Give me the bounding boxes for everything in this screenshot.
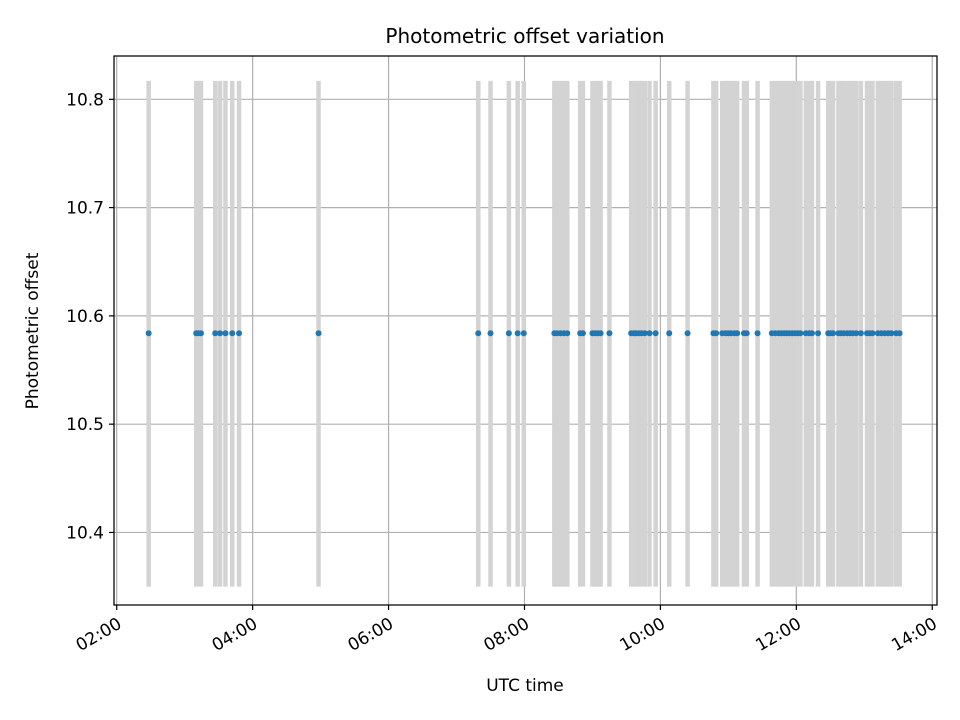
data-point [475,330,482,337]
data-point [684,330,691,337]
data-point [197,330,204,337]
data-point [505,330,512,337]
data-point [145,330,152,337]
y-tick-label: 10.8 [66,90,104,110]
data-point [597,330,604,337]
data-point [514,330,521,337]
data-point [222,330,229,337]
plot-frame [113,55,938,606]
data-point [666,330,673,337]
data-point [579,330,586,337]
data-point [808,330,815,337]
y-tick-label: 10.6 [66,307,104,327]
data-point [520,330,527,337]
data-point [646,330,653,337]
data-point [869,330,876,337]
data-point [217,330,224,337]
data-point [487,330,494,337]
data-point [652,330,659,337]
data-point [713,330,720,337]
data-point [754,330,761,337]
data-point [888,330,895,337]
y-tick-label: 10.7 [66,199,104,219]
data-point [797,330,804,337]
data-point [896,330,903,337]
data-point [743,330,750,337]
x-axis-label: UTC time [486,676,564,696]
data-point [815,330,822,337]
data-point [236,330,243,337]
data-point [641,330,648,337]
data-point [853,330,860,337]
data-point [229,330,236,337]
y-axis-ticks: 10.4 10.5 10.6 10.7 10.8 [66,90,114,543]
data-points [145,330,903,337]
data-point [564,330,571,337]
y-axis-label: Photometric offset [23,252,43,409]
data-point [606,330,613,337]
data-point [857,330,864,337]
chart-title: Photometric offset variation [385,24,664,48]
data-point [830,330,837,337]
y-tick-label: 10.5 [66,415,104,435]
y-tick-label: 10.4 [66,523,104,543]
data-point [212,330,219,337]
data-point [734,330,741,337]
data-point [315,330,322,337]
